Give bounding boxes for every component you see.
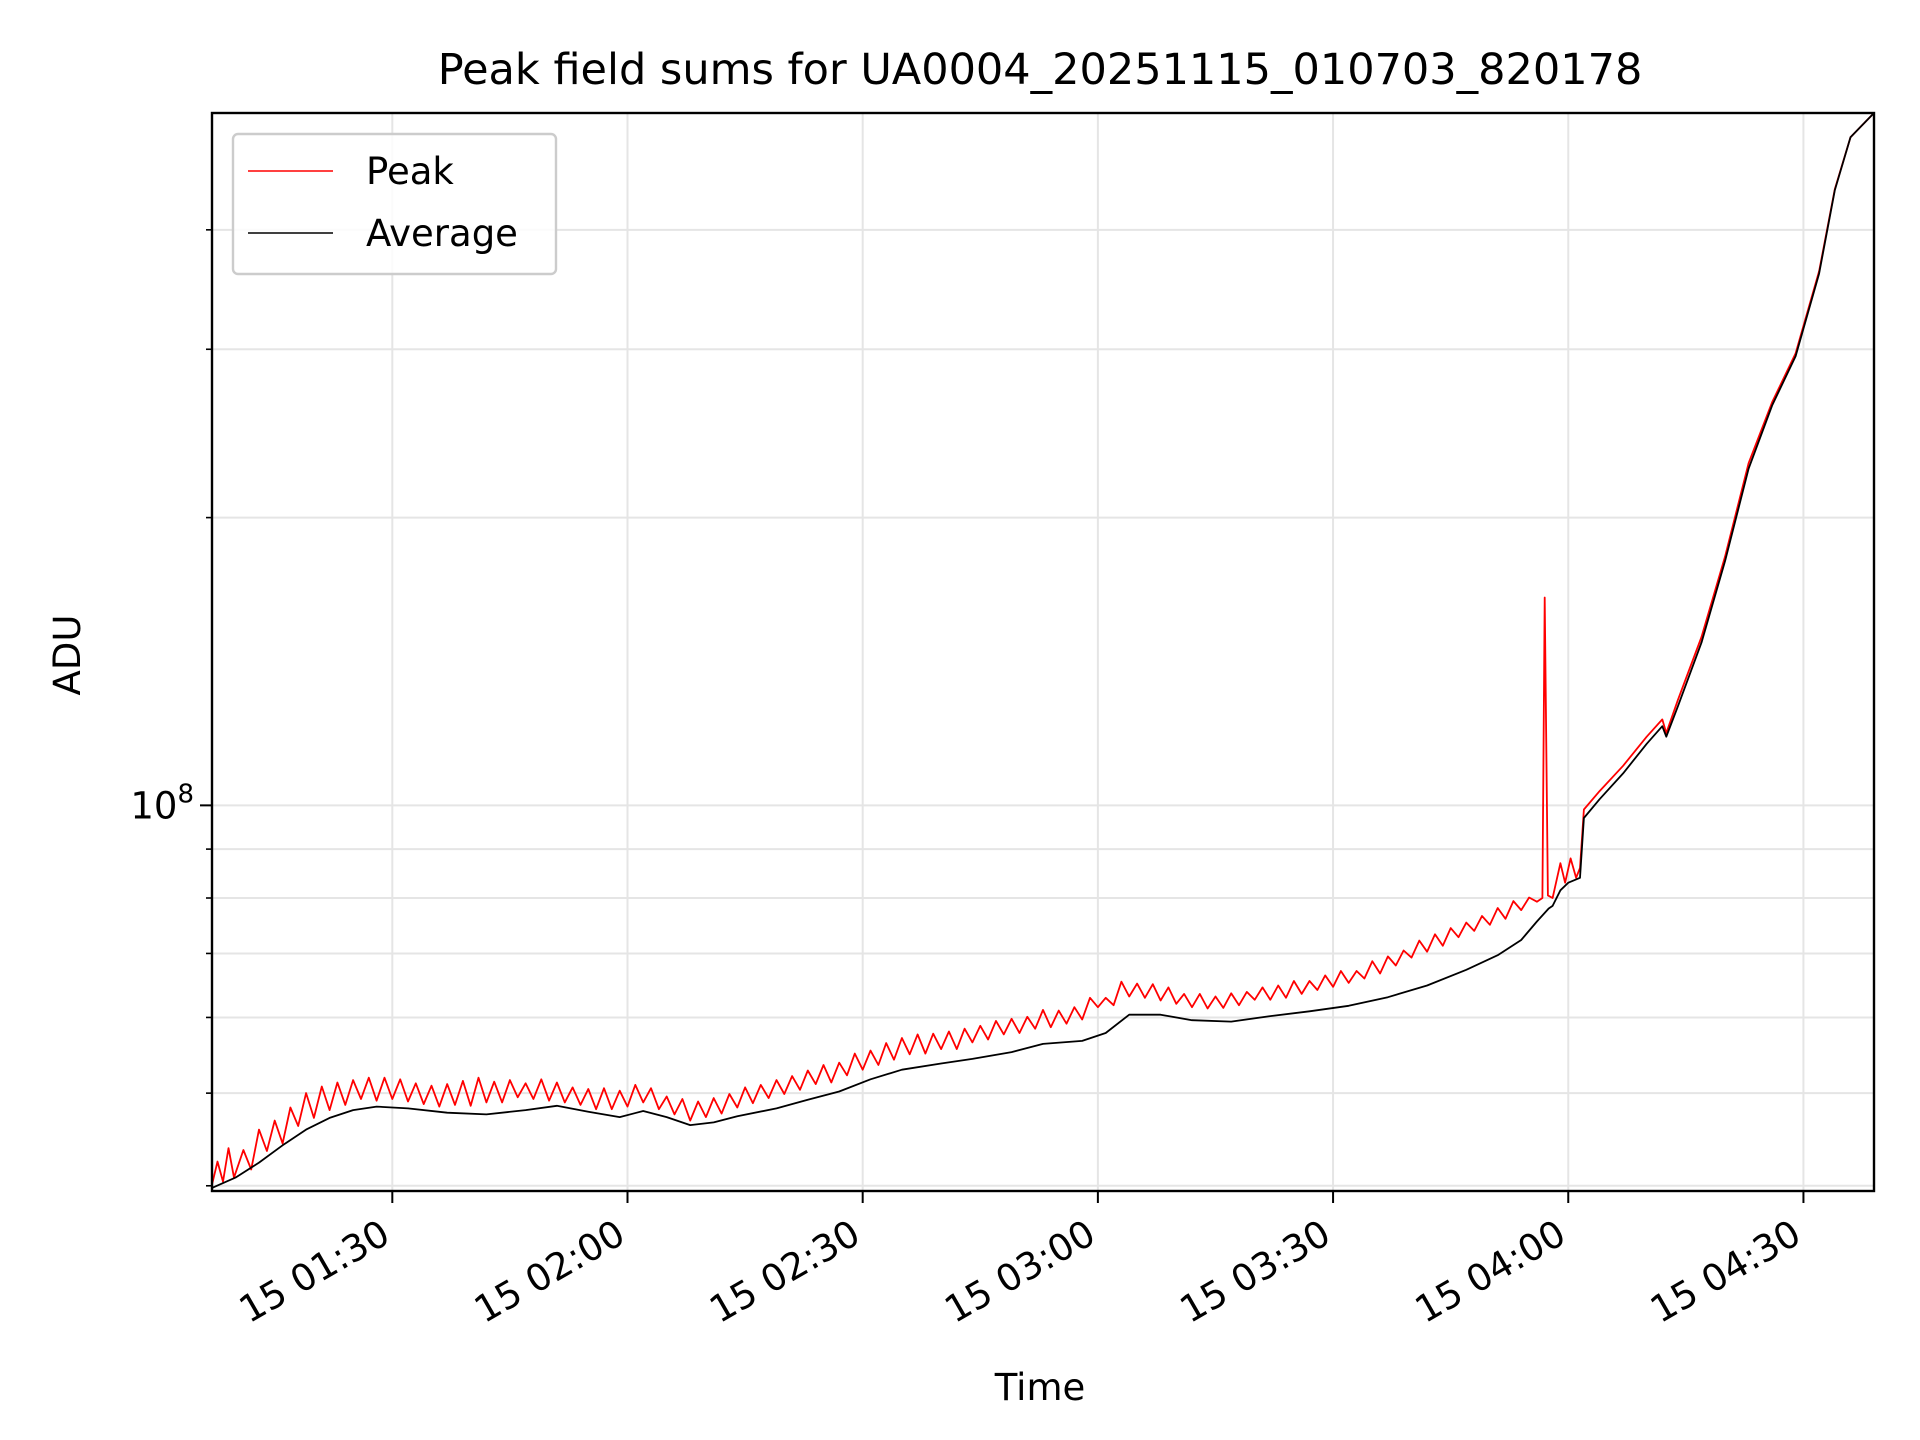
plot-area-frame: [210, 111, 1876, 1193]
legend-box: [231, 132, 558, 276]
series-layer: [211, 112, 1875, 1189]
chart-title: Peak field sums for UA0004_20251115_0107…: [438, 45, 1643, 95]
series-line-peak: [211, 112, 1875, 1185]
x-axis-label: Time: [994, 1366, 1086, 1409]
y-tick-label-0: 108: [130, 779, 194, 827]
legend-average-label: Average: [366, 212, 518, 255]
y-axis: 108: [130, 229, 212, 1187]
legend: Peak Average: [231, 132, 558, 276]
legend-peak-label: Peak: [366, 150, 454, 193]
y-axis-label: ADU: [46, 615, 89, 696]
series-line-average: [211, 112, 1875, 1189]
